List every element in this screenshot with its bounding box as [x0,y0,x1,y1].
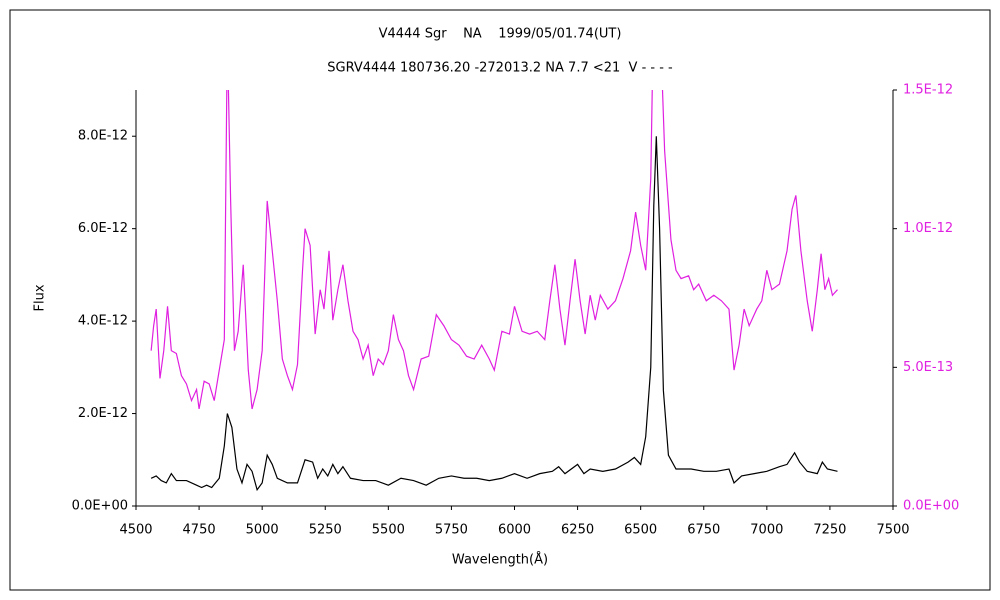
x-tick-label: 5000 [246,523,279,538]
y-tick-label: 2.0E-12 [78,406,128,421]
y2-tick-label: 5.0E-13 [903,360,953,375]
plot-area [150,90,838,492]
x-tick-label: 5500 [372,523,405,538]
chart-title: V4444 Sgr NA 1999/05/01.74(UT) [379,27,622,42]
x-tick-label: 4500 [119,523,152,538]
x-tick-label: 7000 [750,523,783,538]
x-tick-label: 6750 [687,523,720,538]
series-line [150,90,838,410]
x-tick-label: 6500 [624,523,657,538]
x-tick-label: 5750 [435,523,468,538]
x-tick-label: 6000 [498,523,531,538]
y-tick-label: 0.0E+00 [72,499,128,514]
x-tick-label: 7250 [813,523,846,538]
x-tick-label: 5250 [309,523,342,538]
series-line [150,136,838,492]
x-tick-label: 6250 [561,523,594,538]
y-axis-label: Flux [33,284,48,311]
x-tick-label: 7500 [876,523,909,538]
y-tick-label: 8.0E-12 [78,129,128,144]
chart-subtitle: SGRV4444 180736.20 -272013.2 NA 7.7 <21 … [327,61,673,76]
y2-tick-label: 1.0E-12 [903,221,953,236]
y-tick-label: 4.0E-12 [78,314,128,329]
frame [9,9,991,591]
y2-tick-label: 0.0E+00 [903,499,959,514]
y-tick-label: 6.0E-12 [78,221,128,236]
y2-tick-label: 1.5E-12 [903,83,953,98]
x-tick-label: 4750 [183,523,216,538]
x-axis-label: Wavelength(Å) [452,552,548,568]
